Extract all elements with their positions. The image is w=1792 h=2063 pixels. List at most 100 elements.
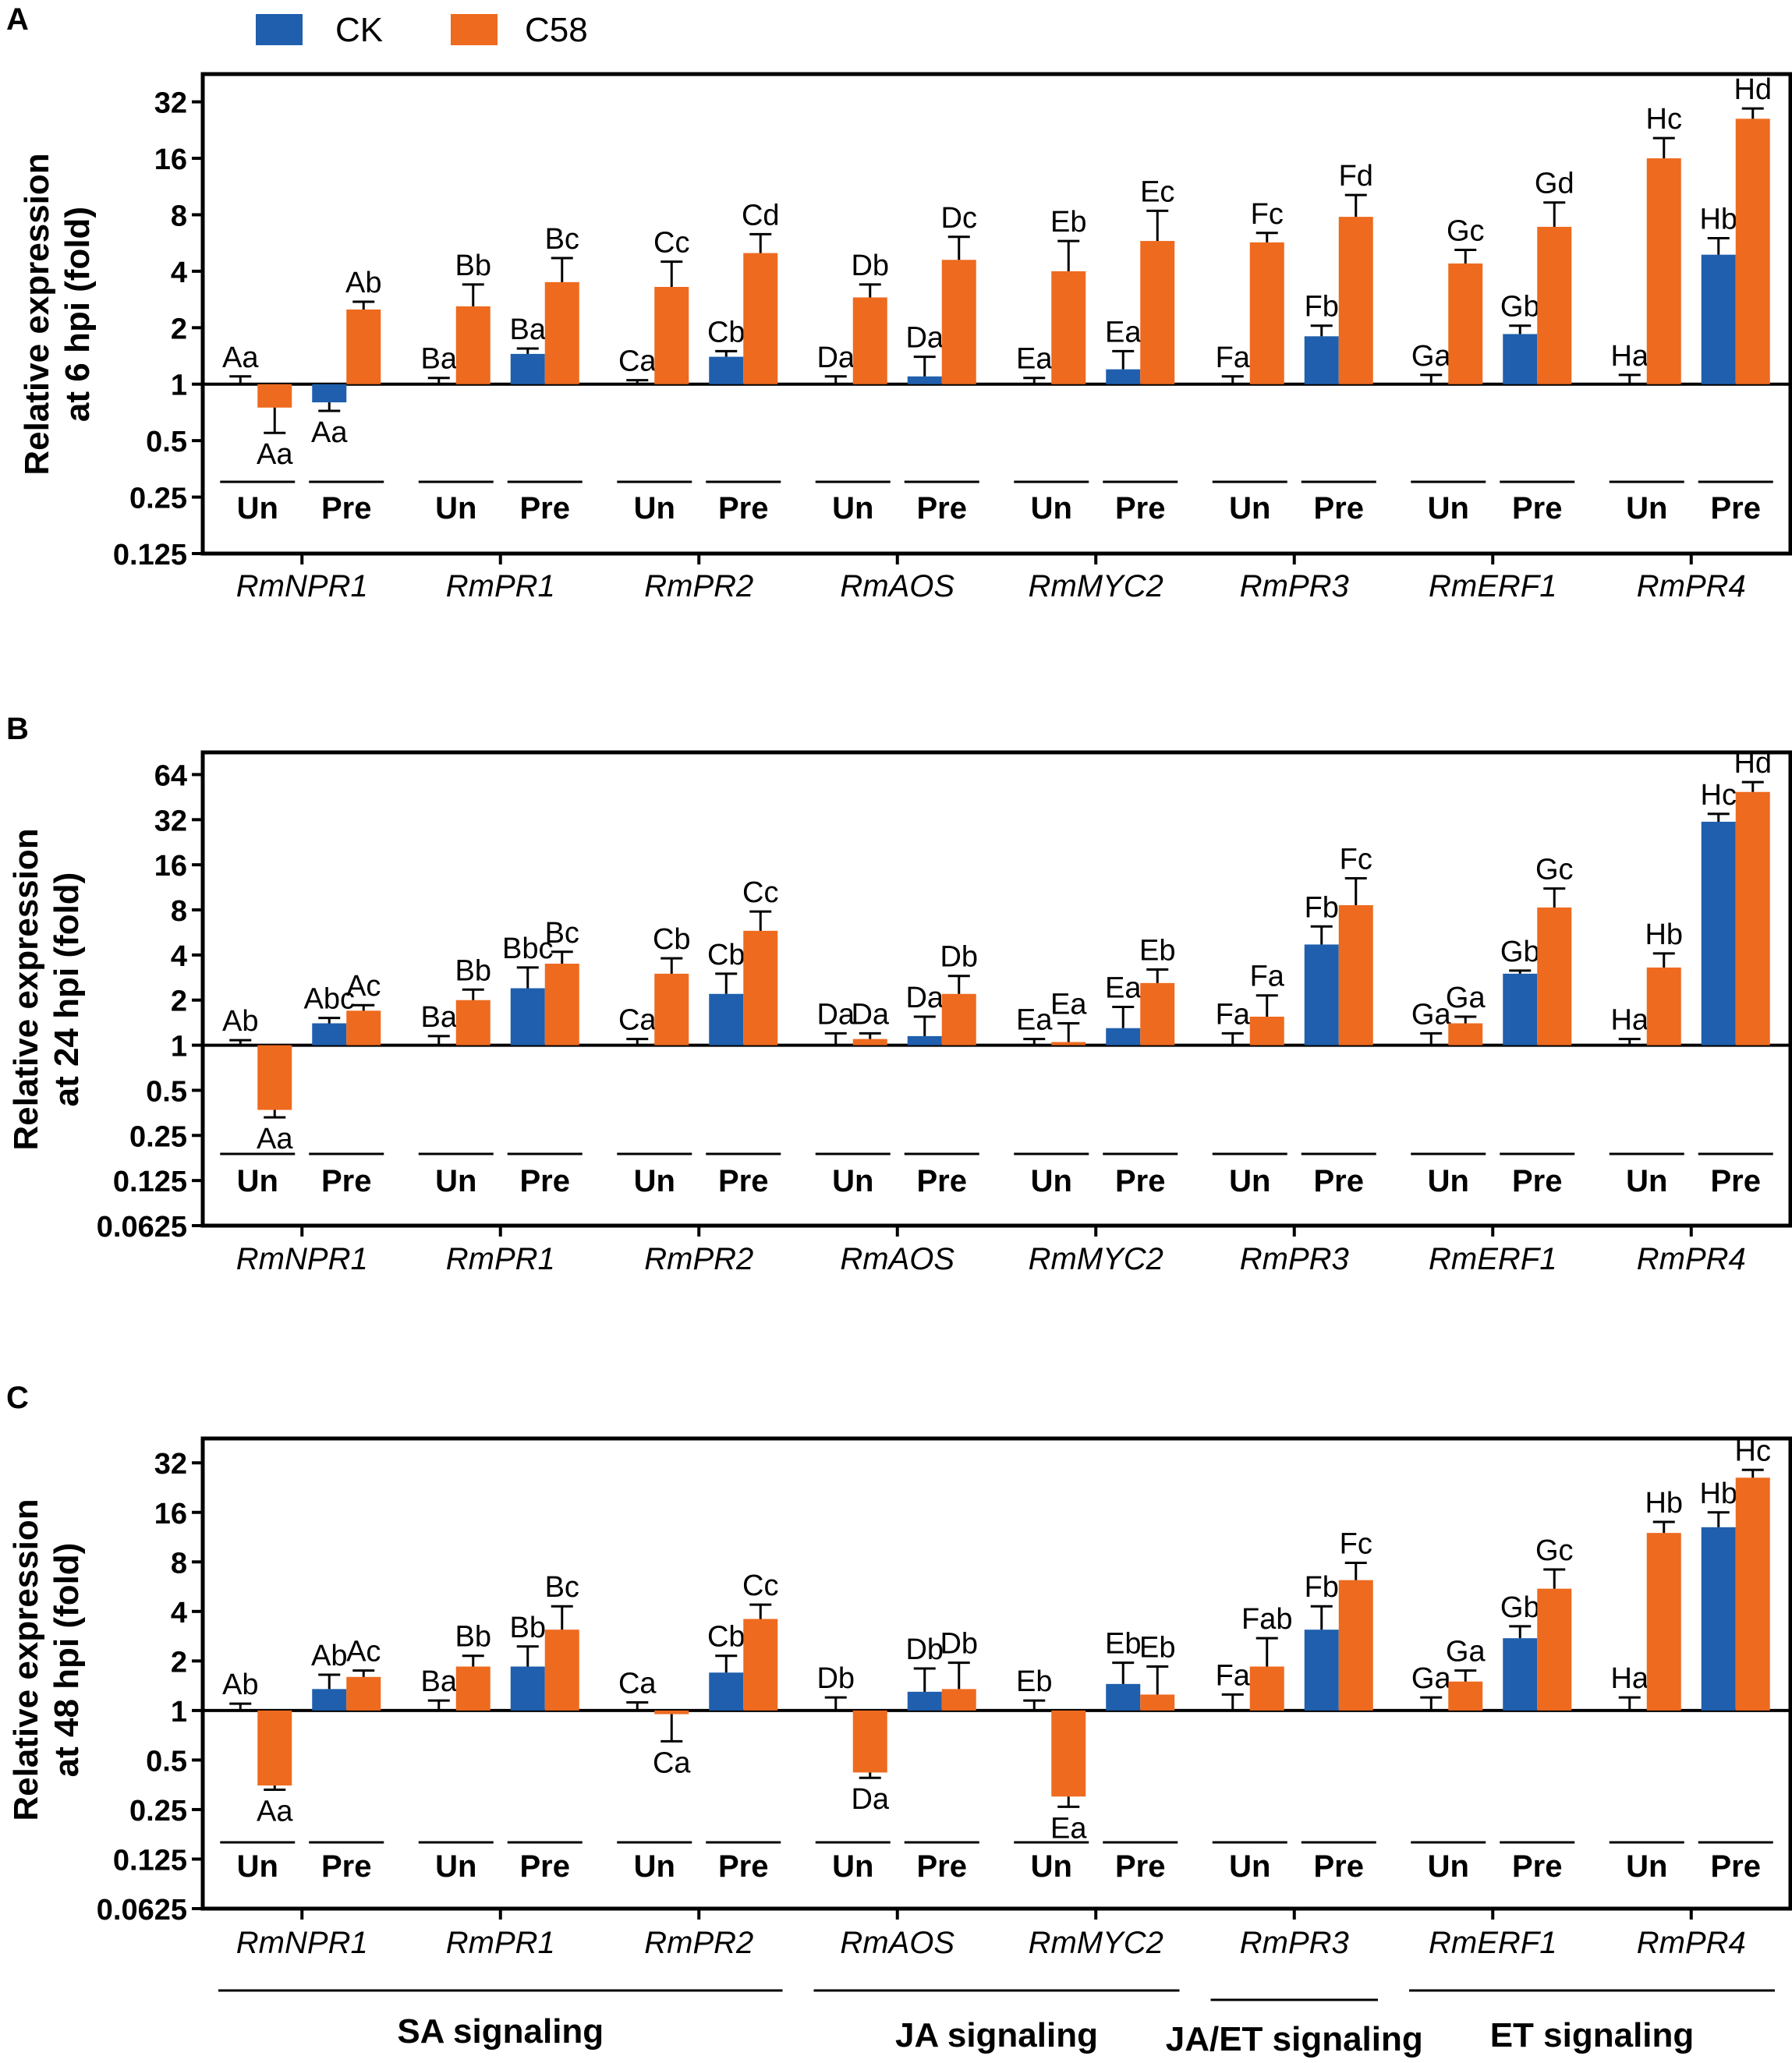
- panel-a-bar: [1735, 119, 1770, 384]
- panel-b-sig-label: Ga: [1446, 982, 1486, 1014]
- panel-c-sig-label: Fab: [1241, 1603, 1292, 1636]
- panel-b-sig-label: Ba: [421, 1001, 458, 1034]
- panel-b-bar: [346, 1010, 381, 1046]
- panel-c-sig-label: Ha: [1610, 1662, 1649, 1695]
- panel-a-sig-label: Fc: [1251, 198, 1284, 231]
- panel-b-bar: [709, 993, 744, 1046]
- panel-b-un-label: Un: [832, 1164, 873, 1198]
- panel-a-un-label: Un: [1031, 491, 1072, 525]
- panel-a-sig-label: Gd: [1535, 168, 1574, 200]
- panel-b-sig-label: Ha: [1610, 1004, 1649, 1037]
- panel-c-bar: [709, 1672, 744, 1711]
- signaling-label: ET signaling: [1490, 2016, 1695, 2054]
- panel-b-ytick-label: 8: [171, 895, 187, 928]
- panel-b-sig-label: Ga: [1411, 998, 1452, 1031]
- panel-a-sig-label: Eb: [1050, 206, 1086, 239]
- panel-a-gene-label: RmPR1: [446, 569, 555, 603]
- panel-b-bar: [544, 964, 579, 1046]
- panel-b-bar: [1304, 944, 1339, 1046]
- panel-c-sig-label: Fb: [1305, 1571, 1339, 1604]
- panel-b-pre-label: Pre: [520, 1164, 571, 1198]
- panel-b-sig-label: Hb: [1645, 918, 1683, 951]
- panel-a-pre-label: Pre: [1314, 491, 1365, 525]
- panel-b-gene-label: RmAOS: [840, 1242, 954, 1276]
- panel-c-ytick-label: 0.25: [129, 1795, 187, 1828]
- legend-swatch-c58: [451, 14, 498, 45]
- panel-a-bar: [510, 353, 545, 384]
- panel-c-bar: [941, 1689, 976, 1711]
- panel-a-ytick-label: 0.5: [146, 426, 187, 458]
- panel-b-ytick-label: 0.125: [113, 1166, 187, 1198]
- panel-b-bar: [941, 993, 976, 1046]
- panel-c-bar: [1338, 1580, 1373, 1711]
- panel-b-bar: [1646, 967, 1681, 1046]
- panel-c-sig-label: Cc: [742, 1569, 778, 1602]
- panel-a-bar: [1106, 369, 1141, 384]
- panel-c-sig-label: Db: [816, 1662, 855, 1695]
- panel-b-sig-label: Fb: [1305, 891, 1339, 924]
- panel-c-bar: [1448, 1681, 1483, 1711]
- panel-c-bar: [312, 1689, 347, 1711]
- panel-b-pre-label: Pre: [1314, 1164, 1365, 1198]
- panel-a-sig-label: Gb: [1500, 291, 1540, 324]
- panel-a-gene-label: RmERF1: [1429, 569, 1556, 603]
- panel-b-bar: [257, 1045, 292, 1110]
- panel-a-pre-label: Pre: [520, 491, 571, 525]
- panel-a-ytick-label: 0.125: [113, 539, 187, 571]
- panel-c-gene-label: RmERF1: [1429, 1926, 1556, 1960]
- panel-c-sig-label: Bb: [510, 1612, 546, 1644]
- panel-b-sig-label: Gb: [1500, 936, 1540, 968]
- panel-b-sig-label: Hc: [1701, 779, 1737, 812]
- panel-b-gene-label: RmERF1: [1429, 1242, 1556, 1276]
- panel-c-sig-label: Aa: [257, 1795, 293, 1828]
- legend: CK C58: [256, 11, 588, 49]
- panel-a-sig-label: Ba: [421, 343, 458, 376]
- panel-a-pre-label: Pre: [1115, 491, 1166, 525]
- panel-a-bar: [743, 253, 778, 384]
- panel-c-ytick-label: 0.125: [113, 1844, 187, 1877]
- panel-b-bar: [907, 1035, 942, 1046]
- panel-c-bar: [1051, 1710, 1086, 1797]
- panel-c-sig-label: Ab: [222, 1668, 258, 1701]
- panel-b-pre-label: Pre: [1115, 1164, 1166, 1198]
- panel-c-gene-label: RmPR2: [644, 1926, 753, 1960]
- panel-b-sig-label: Gc: [1535, 854, 1574, 886]
- panel-a-gene-label: RmPR3: [1240, 569, 1349, 603]
- panel-a-bar: [907, 376, 942, 384]
- panel-b-bar: [1249, 1017, 1284, 1046]
- panel-b-bar: [510, 988, 545, 1046]
- panel-b-pre-label: Pre: [718, 1164, 769, 1198]
- panel-c-bar: [1140, 1694, 1175, 1711]
- panel-a-sig-label: Fa: [1216, 341, 1251, 374]
- panel-b-gene-label: RmPR3: [1240, 1242, 1349, 1276]
- panel-c-un-label: Un: [634, 1849, 675, 1884]
- panel-c-bar: [1106, 1683, 1141, 1711]
- panel-c-bar: [455, 1666, 490, 1711]
- panel-a-frame: [200, 72, 1792, 556]
- panel-c-sig-label: Ga: [1411, 1662, 1452, 1695]
- panel-a-ytick-label: 16: [154, 143, 187, 176]
- panel-a-pre-label: Pre: [1512, 491, 1563, 525]
- panel-c-sig-label: Hb: [1699, 1477, 1737, 1510]
- panel-a-sig-label: Ea: [1016, 343, 1053, 376]
- panel-b-sig-label: Hd: [1734, 747, 1772, 780]
- panel-a-ylabel-line1: Relative expression: [18, 153, 56, 475]
- panel-b-pre-label: Pre: [321, 1164, 372, 1198]
- panel-a-sig-label: Fb: [1305, 291, 1339, 324]
- panel-b-sig-label: Cb: [707, 939, 745, 971]
- panel-c-bar: [510, 1666, 545, 1711]
- panel-b-pre-label: Pre: [1512, 1164, 1563, 1198]
- panel-b-bar: [1140, 982, 1175, 1046]
- panel-c-ytick-label: 2: [171, 1646, 187, 1679]
- panel-b-un-label: Un: [1229, 1164, 1270, 1198]
- panel-c-frame: [200, 1436, 1792, 1911]
- panel-c-pre-label: Pre: [718, 1849, 769, 1884]
- panel-a-sig-label: Db: [851, 249, 889, 282]
- panel-c-sig-label: Ca: [618, 1668, 657, 1700]
- panel-c-ytick-label: 0.5: [146, 1745, 187, 1778]
- panel-a-un-label: Un: [1428, 491, 1469, 525]
- panel-a-bar: [852, 297, 887, 384]
